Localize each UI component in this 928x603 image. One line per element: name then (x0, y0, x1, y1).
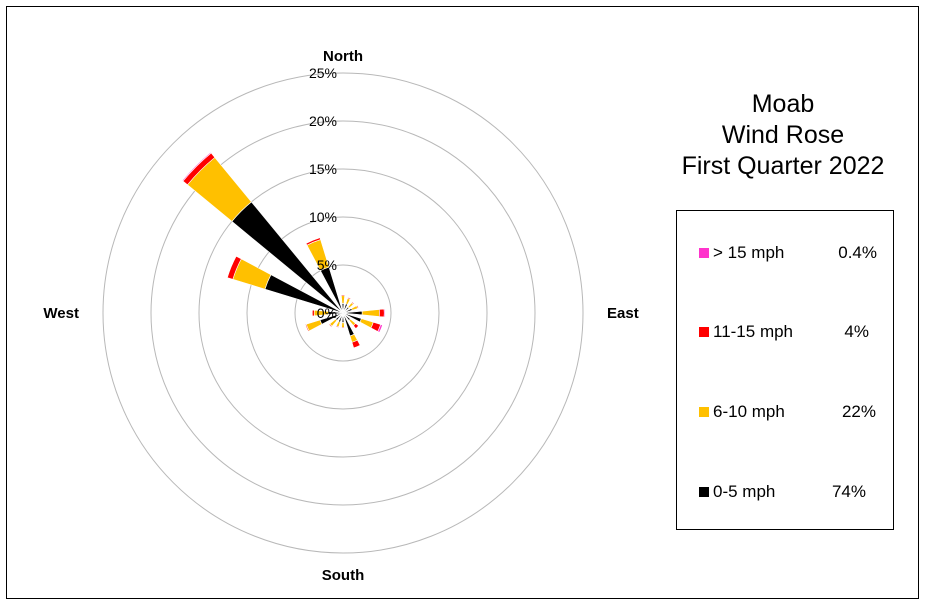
grid-ring-1 (294, 264, 392, 362)
petal-90-band-1 (361, 309, 380, 317)
petal-315-band-3 (181, 151, 212, 182)
petal-157.5-band-2 (351, 339, 361, 349)
chart-frame (6, 6, 919, 599)
petal-270-band-2 (311, 309, 315, 317)
direction-label-north: North (323, 48, 363, 65)
petal-45-band-2 (351, 301, 355, 305)
petal-225-band-2 (328, 323, 333, 328)
legend-swatch-11-15 (699, 327, 709, 337)
grid-ring-3 (198, 168, 488, 458)
wind-petals (181, 151, 386, 349)
legend-label-11-15: 11-15 mph (713, 322, 794, 341)
chart-title-line-2: Wind Rose (721, 121, 845, 149)
legend-percent-6-10: 22% (841, 402, 876, 421)
radial-tick-label: 5% (317, 257, 337, 273)
legend-percent-11-15: 4% (844, 322, 869, 341)
legend-swatch-6-10 (699, 407, 709, 417)
petal-0-band-2 (340, 294, 346, 297)
petal-247.5-band-2 (304, 323, 310, 332)
radial-tick-label: 10% (309, 209, 337, 225)
radial-tick-label: 25% (309, 65, 337, 81)
petal-112.5-band-1 (359, 318, 374, 329)
grid-ring-2 (246, 216, 440, 410)
petal-135-band-2 (352, 322, 359, 329)
legend-swatch-gt15 (699, 248, 709, 258)
legend-label-6-10: 6-10 mph (713, 402, 785, 421)
direction-labels: North South West East (43, 48, 638, 584)
direction-label-west: West (43, 305, 79, 322)
chart-title-line-3: First Quarter 2022 (681, 152, 885, 180)
petal-247.5-band-1 (305, 319, 323, 332)
petal-90-band-2 (378, 308, 385, 318)
radial-tick-label: 15% (309, 161, 337, 177)
petal-90-band-3 (383, 308, 386, 318)
petal-112.5-band-3 (377, 324, 383, 333)
direction-label-east: East (607, 305, 639, 322)
petal-337.5-band-2 (305, 237, 321, 246)
radial-tick-label: 20% (309, 113, 337, 129)
petal-0-band-1 (341, 295, 345, 304)
petal-180-band-2 (341, 327, 345, 329)
direction-label-south: South (322, 567, 365, 584)
radial-tick-label: 0% (317, 305, 337, 321)
chart-title-line-1: Moab (751, 90, 815, 118)
legend-label-gt15: > 15 mph (713, 243, 785, 262)
petal-22.5-band-2 (347, 297, 352, 300)
petal-202.5-band-2 (335, 325, 340, 329)
legend-label-0-5: 0-5 mph (713, 482, 776, 501)
grid-ring-5 (102, 72, 584, 554)
radial-tick-labels: 0% 5% 10% 15% 20% 25% (309, 65, 337, 321)
petal-67.5-band-2 (356, 304, 359, 309)
petal-180-band-1 (341, 322, 345, 328)
legend-percent-gt15: 0.4% (838, 243, 877, 262)
radial-gridlines (102, 72, 584, 554)
legend-percent-0-5: 74% (831, 482, 866, 501)
petal-292.5-band-2 (226, 255, 242, 280)
grid-ring-4 (150, 120, 536, 506)
legend: > 15 mph 0.4% 11-15 mph 4% 6-10 mph 22% … (676, 210, 894, 530)
legend-swatch-0-5 (699, 487, 709, 497)
